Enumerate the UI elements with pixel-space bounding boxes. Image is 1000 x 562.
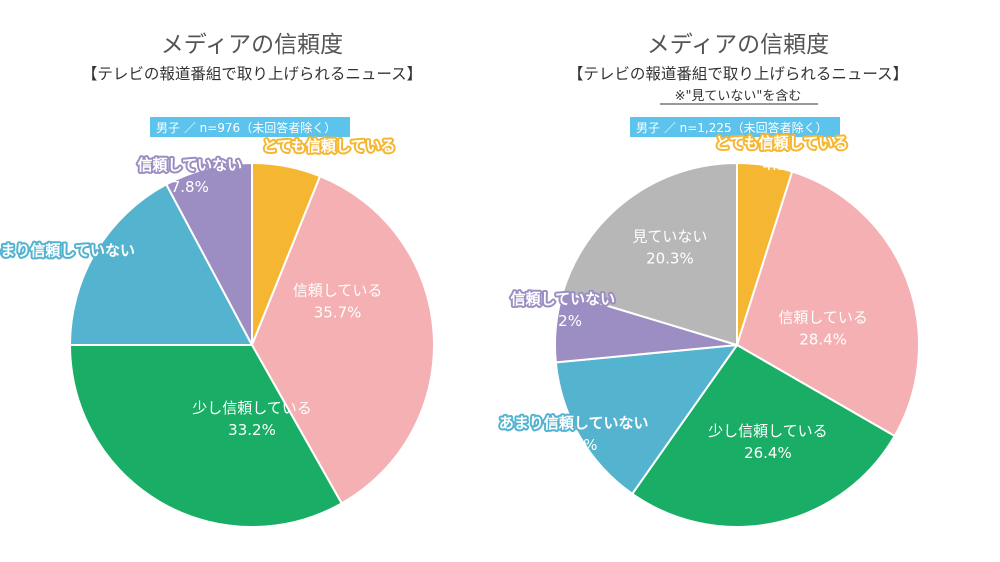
chart-1-slice-4-value: 17.2% (36, 264, 84, 282)
chart-2-pie-slice-2 (735, 170, 920, 438)
chart-2-pie-slice-6 (561, 161, 738, 347)
chart-1-slice-5-value: 7.8% (171, 178, 209, 196)
chart-1-header: メディアの信頼度 【テレビの報道番組で取り上げられるニュース】 男子 ／ n=9… (82, 32, 422, 137)
chart-1-pie-slice-3 (68, 344, 344, 528)
chart-2-note: ※"見ていない"を含む (675, 88, 802, 104)
chart-2-slice-4-label: あまり信頼していない (499, 414, 649, 432)
chart-1-slice-3-label: 少し信頼している (192, 399, 312, 417)
chart-2-slice-1-value: 4.9% (762, 156, 800, 174)
chart-2-slice-5-value: 6.2% (544, 312, 582, 330)
chart-2-pie-slice-3 (630, 343, 896, 529)
chart-1-slice-1-label: とても信頼している (262, 137, 395, 155)
chart-2-slice-2-label: 信頼している (778, 309, 868, 327)
chart-2-slice-3-value: 26.4% (744, 444, 792, 462)
chart-1-slice-2-label: 信頼している (293, 282, 383, 300)
chart-1-sample-badge (150, 117, 350, 137)
chart-1-slice-1-value: 6.1% (310, 159, 348, 177)
chart-2-slice-2-value: 28.4% (799, 331, 847, 349)
chart-1-pie-slice-4 (68, 183, 254, 346)
chart-2-subtitle: 【テレビの報道番組で取り上げられるニュース】 (568, 65, 908, 83)
chart-2-slice-6-value: 20.3% (646, 250, 694, 268)
chart-1-slice-2-value: 35.7% (314, 304, 362, 322)
chart-2-slice-5-label: 信頼していない (511, 290, 616, 308)
chart-2-sample-badge (630, 117, 840, 137)
chart-2-slice-1-label: とても信頼している (715, 134, 848, 152)
chart-2-slice-3-label: 少し信頼している (708, 422, 828, 440)
chart-1-slice-4-label: あまり信頼していない (0, 242, 135, 260)
chart-2-slice-4-value: 13.7% (550, 436, 598, 454)
chart-2-slice-6-label: 見ていない (632, 228, 707, 246)
chart-1-subtitle: 【テレビの報道番組で取り上げられるニュース】 (82, 65, 422, 83)
chart-1-pie-slice-2 (250, 174, 435, 505)
chart-2-pie-slice-4 (554, 343, 740, 496)
chart-2-title: メディアの信頼度 (647, 32, 829, 58)
chart-2-sample-text: 男子 ／ n=1,225（未回答者除く） (636, 120, 828, 135)
chart-1-slice-3-value: 33.2% (228, 421, 276, 439)
pie-chart-2: とても信頼している 4.9% 信頼している 28.4% 少し信頼している 26.4% あまり… (497, 132, 920, 529)
chart-1-title: メディアの信頼度 (161, 32, 343, 58)
chart-1-slice-5-label: 信頼していない (138, 156, 243, 174)
pie-chart-1: とても信頼している 6.1% 信頼している 35.7% 少し信頼している 33.2% あまり… (0, 135, 435, 528)
chart-2-header: メディアの信頼度 【テレビの報道番組で取り上げられるニュース】 ※"見ていない"… (568, 32, 908, 137)
chart-1-pie-slice-5 (164, 161, 253, 346)
chart-1-sample-text: 男子 ／ n=976（未回答者除く） (156, 120, 336, 135)
